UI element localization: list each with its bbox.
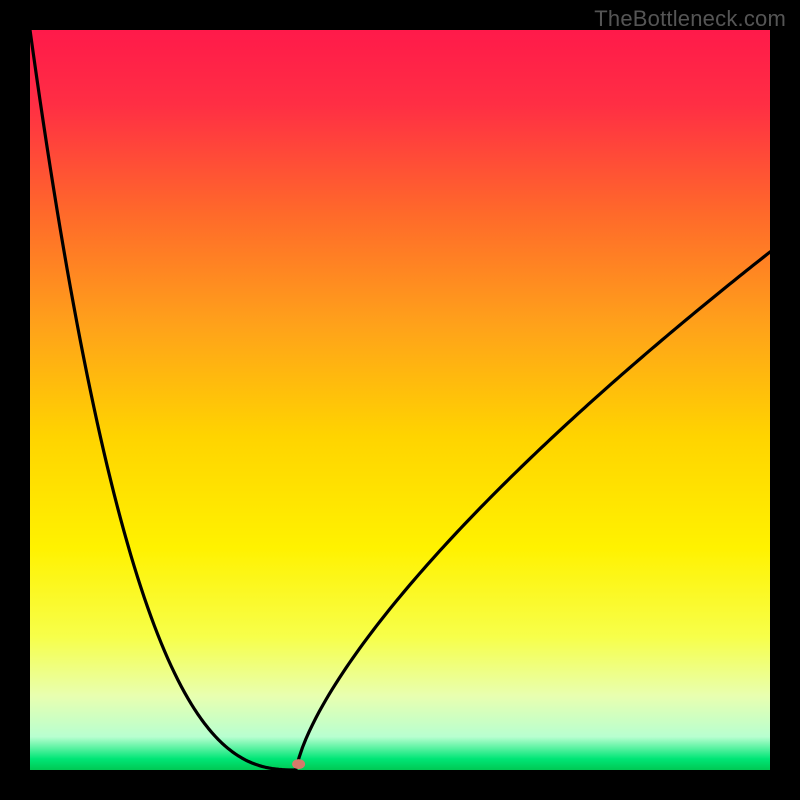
optimum-marker — [292, 759, 305, 769]
chart-frame: TheBottleneck.com — [0, 0, 800, 800]
gradient-background — [30, 30, 770, 770]
bottleneck-plot — [30, 30, 770, 770]
watermark-text: TheBottleneck.com — [594, 6, 786, 32]
